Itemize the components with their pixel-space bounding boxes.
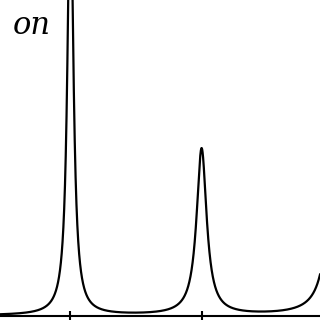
- Text: on: on: [13, 10, 51, 41]
